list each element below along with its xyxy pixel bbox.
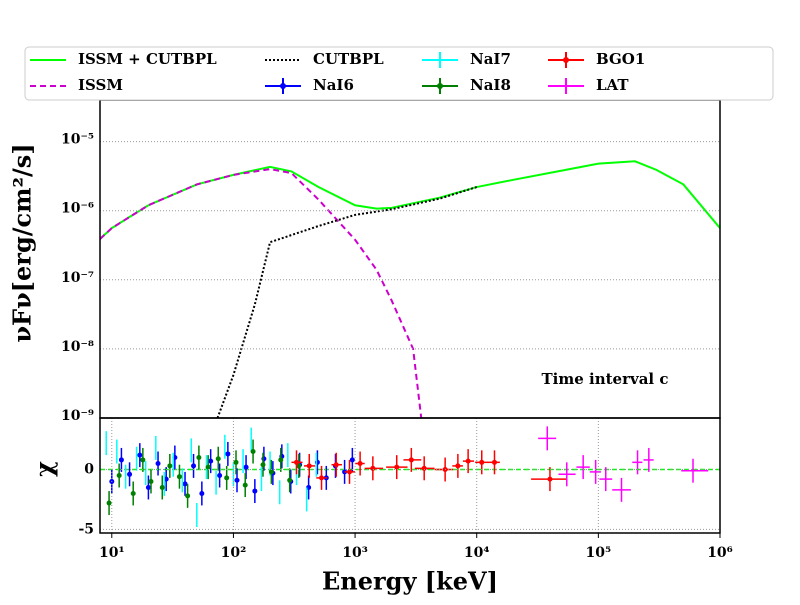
- legend-label: ISSM + CUTBPL: [78, 50, 217, 68]
- data-point: [148, 478, 154, 484]
- legend-label: CUTBPL: [313, 50, 384, 68]
- legend-swatch: [280, 83, 286, 89]
- model-line: [100, 160, 720, 240]
- data-point: [479, 459, 485, 465]
- data-point: [199, 490, 205, 496]
- data-point: [155, 461, 161, 467]
- x-tick-label: 10²: [221, 545, 247, 561]
- y-tick-label: 10⁻⁵: [61, 132, 94, 148]
- y-axis-label: χ: [30, 461, 59, 477]
- data-point: [333, 462, 339, 468]
- data-point: [159, 484, 165, 490]
- data-point: [319, 475, 325, 481]
- model-line: [100, 168, 423, 418]
- data-point: [196, 455, 202, 461]
- data-point: [215, 456, 221, 462]
- data-point: [130, 490, 136, 496]
- legend-label: ISSM: [78, 76, 123, 94]
- y-tick-label: -5: [78, 521, 94, 537]
- data-point: [296, 463, 302, 469]
- legend-box: [24, 46, 774, 101]
- data-point: [233, 459, 239, 465]
- data-point: [268, 469, 274, 475]
- data-point: [252, 488, 258, 494]
- legend-label: NaI7: [470, 50, 511, 68]
- legend-label: NaI8: [470, 76, 511, 94]
- data-point: [394, 464, 400, 470]
- data-point: [106, 500, 112, 506]
- data-point: [287, 477, 293, 483]
- data-point: [408, 457, 414, 463]
- data-point: [208, 458, 214, 464]
- data-point: [185, 493, 191, 499]
- model-line: [216, 186, 478, 418]
- data-point: [145, 484, 151, 490]
- data-point: [250, 449, 256, 455]
- x-tick-label: 10⁵: [586, 545, 612, 561]
- data-point: [261, 456, 267, 462]
- data-point: [370, 465, 376, 471]
- data-point: [357, 461, 363, 467]
- data-point: [465, 458, 471, 464]
- data-point: [137, 452, 143, 458]
- data-point: [234, 477, 240, 483]
- y-tick-label: 10⁻⁹: [61, 408, 94, 424]
- data-point: [242, 482, 248, 488]
- x-tick-label: 10³: [342, 545, 368, 561]
- data-point: [260, 462, 266, 468]
- data-point: [547, 476, 553, 482]
- data-point: [176, 474, 182, 480]
- y-tick-label: 0: [84, 462, 94, 478]
- data-point: [349, 457, 355, 463]
- data-point: [225, 451, 231, 457]
- data-point: [127, 471, 133, 477]
- data-point: [347, 469, 353, 475]
- data-point: [140, 457, 146, 463]
- x-tick-label: 10⁴: [464, 545, 490, 561]
- annotation: Time interval c: [542, 370, 669, 388]
- bottom-frame: [99, 417, 721, 534]
- data-point: [294, 459, 300, 465]
- data-point: [491, 459, 497, 465]
- data-point: [217, 473, 223, 478]
- axes: 10⁻⁹ 10⁻⁸ 10⁻⁷ 10⁻⁶ 10⁻⁵ -5 0 10¹ 10² 10³ 10⁴ 10⁵ 10…: [8, 46, 774, 596]
- data-point: [455, 463, 461, 469]
- data-point: [191, 463, 197, 469]
- legend-label: BGO1: [596, 50, 645, 68]
- data-point: [224, 475, 230, 481]
- bottom-plot: [100, 426, 720, 528]
- legend-label: LAT: [596, 76, 629, 94]
- data-point: [243, 464, 249, 470]
- data-point: [182, 481, 188, 487]
- data-point: [421, 465, 427, 471]
- data-point: [205, 464, 211, 470]
- y-tick-label: 10⁻⁶: [61, 201, 94, 217]
- data-point: [118, 457, 124, 463]
- data-point: [278, 457, 284, 463]
- data-point: [167, 463, 173, 469]
- legend-swatch: [563, 57, 569, 63]
- data-point: [306, 463, 312, 469]
- y-tick-label: 10⁻⁸: [61, 339, 94, 355]
- legend-label: NaI6: [313, 76, 354, 94]
- top-plot: [100, 160, 720, 418]
- y-tick-label: 10⁻⁷: [61, 270, 94, 286]
- x-tick-label: 10¹: [99, 545, 125, 561]
- x-tick-label: 10⁶: [707, 545, 733, 561]
- data-point: [116, 473, 122, 478]
- x-axis-label: Energy [keV]: [322, 567, 498, 596]
- y-axis-label: νFν[erg/cm²/s]: [8, 143, 37, 342]
- legend-swatch: [437, 83, 443, 89]
